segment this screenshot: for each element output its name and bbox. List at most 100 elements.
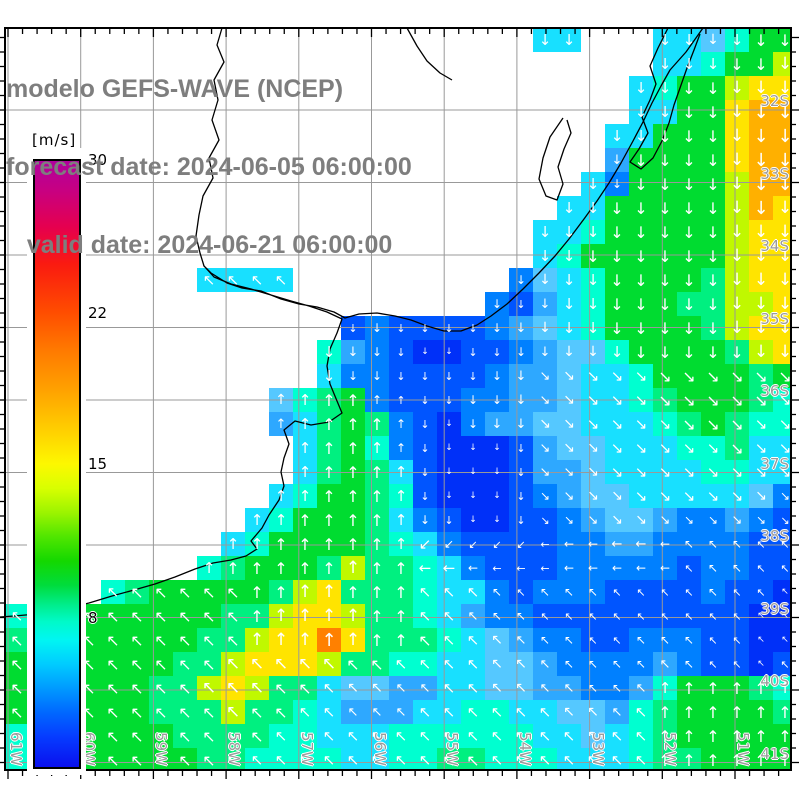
wind-cell [485, 484, 509, 508]
wind-cell [461, 556, 485, 580]
wind-cell [557, 316, 581, 340]
wind-cell [437, 412, 461, 436]
wind-cell [629, 172, 653, 196]
wind-cell [629, 364, 653, 388]
wind-cell [437, 532, 461, 556]
wind-cell [725, 52, 749, 76]
wind-cell [365, 652, 389, 676]
wind-cell [677, 244, 701, 268]
wind-cell [173, 604, 197, 628]
wind-cell [125, 700, 149, 724]
wind-cell [533, 604, 557, 628]
wind-cell [533, 292, 557, 316]
wind-cell [581, 700, 605, 724]
wind-cell [437, 676, 461, 700]
longitude-label: 58W [225, 732, 244, 766]
latitude-label: 35S [760, 309, 789, 328]
wind-cell [581, 676, 605, 700]
wind-cell [461, 508, 485, 532]
wind-cell [389, 484, 413, 508]
wind-cell [101, 628, 125, 652]
wind-cell [653, 100, 677, 124]
wind-cell [749, 628, 773, 652]
wind-cell [533, 220, 557, 244]
wind-cell [341, 700, 365, 724]
wind-cell [413, 460, 437, 484]
wind-cell [653, 580, 677, 604]
wind-cell [677, 580, 701, 604]
wind-cell [557, 292, 581, 316]
wind-cell [725, 580, 749, 604]
wind-cell [461, 364, 485, 388]
wind-cell [221, 580, 245, 604]
wind-cell [485, 652, 509, 676]
wind-cell [317, 340, 341, 364]
wind-cell [725, 652, 749, 676]
wind-cell [581, 268, 605, 292]
wind-cell [461, 340, 485, 364]
wind-cell [149, 652, 173, 676]
wind-cell [701, 556, 725, 580]
wind-cell [101, 676, 125, 700]
longitude-label: 53W [588, 732, 607, 766]
wind-cell [725, 76, 749, 100]
longitude-label: 56W [370, 732, 389, 766]
wind-cell [389, 676, 413, 700]
wind-cell [749, 700, 773, 724]
wind-cell [677, 28, 701, 52]
wind-cell [365, 508, 389, 532]
wind-cell [653, 220, 677, 244]
wind-cell [701, 388, 725, 412]
wind-cell [533, 580, 557, 604]
wind-cell [101, 604, 125, 628]
wind-cell [677, 460, 701, 484]
wind-cell [413, 316, 437, 340]
wind-cell [629, 484, 653, 508]
wind-cell [653, 316, 677, 340]
forecast-date-line: forecast date: 2024-06-05 06:00:00 [6, 153, 412, 181]
wind-cell [365, 604, 389, 628]
wind-cell [629, 556, 653, 580]
wind-cell [509, 676, 533, 700]
wind-cell [557, 724, 581, 748]
wind-cell [533, 436, 557, 460]
wind-cell [437, 508, 461, 532]
wind-cell [653, 292, 677, 316]
wind-cell [677, 196, 701, 220]
plot-title-block: modelo GEFS-WAVE (NCEP) forecast date: 2… [6, 24, 412, 310]
wind-cell [749, 556, 773, 580]
wind-cell [605, 436, 629, 460]
wind-cell [197, 604, 221, 628]
wind-cell [413, 652, 437, 676]
wind-cell [701, 460, 725, 484]
wind-cell [341, 556, 365, 580]
wind-cell [461, 676, 485, 700]
wind-cell [605, 292, 629, 316]
wind-cell [245, 676, 269, 700]
wind-cell [437, 436, 461, 460]
wind-cell [365, 364, 389, 388]
wind-cell [653, 460, 677, 484]
wind-cell [149, 628, 173, 652]
wind-cell [365, 676, 389, 700]
wind-cell [581, 652, 605, 676]
wind-cell [413, 628, 437, 652]
wind-cell [389, 628, 413, 652]
wind-cell [701, 172, 725, 196]
wind-cell [389, 460, 413, 484]
wind-cell [629, 724, 653, 748]
wind-cell [533, 316, 557, 340]
wind-cell [245, 532, 269, 556]
wind-cell [653, 484, 677, 508]
wind-cell [677, 652, 701, 676]
wind-cell [605, 244, 629, 268]
wind-cell [725, 388, 749, 412]
wind-cell [605, 220, 629, 244]
wind-cell [221, 628, 245, 652]
wind-cell [629, 292, 653, 316]
wind-cell [677, 676, 701, 700]
wind-cell [725, 556, 749, 580]
wind-cell [341, 364, 365, 388]
colorbar-tick-label: 8 [88, 609, 98, 627]
wind-cell [341, 580, 365, 604]
